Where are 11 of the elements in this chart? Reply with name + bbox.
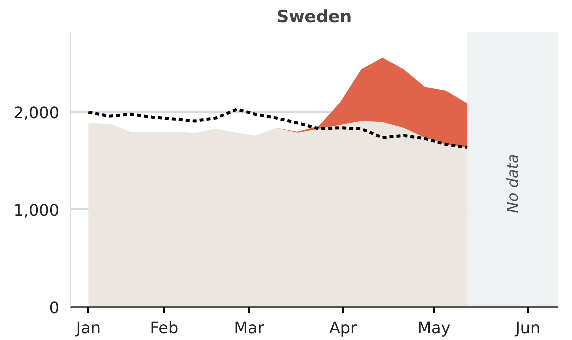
y-tick-label: 0: [49, 298, 60, 318]
x-tick-label: May: [418, 318, 451, 338]
x-tick-label: Feb: [150, 318, 179, 338]
band-label: No data: [504, 154, 522, 214]
x-tick-label: Jan: [75, 318, 102, 338]
x-tick-label: Apr: [329, 318, 358, 338]
y-tick-label: 1,000: [14, 200, 60, 220]
chart-title: Sweden: [276, 8, 352, 28]
y-tick-label: 2,000: [14, 103, 60, 122]
x-tick-label: Jun: [514, 318, 541, 338]
x-tick-label: Mar: [234, 318, 265, 338]
